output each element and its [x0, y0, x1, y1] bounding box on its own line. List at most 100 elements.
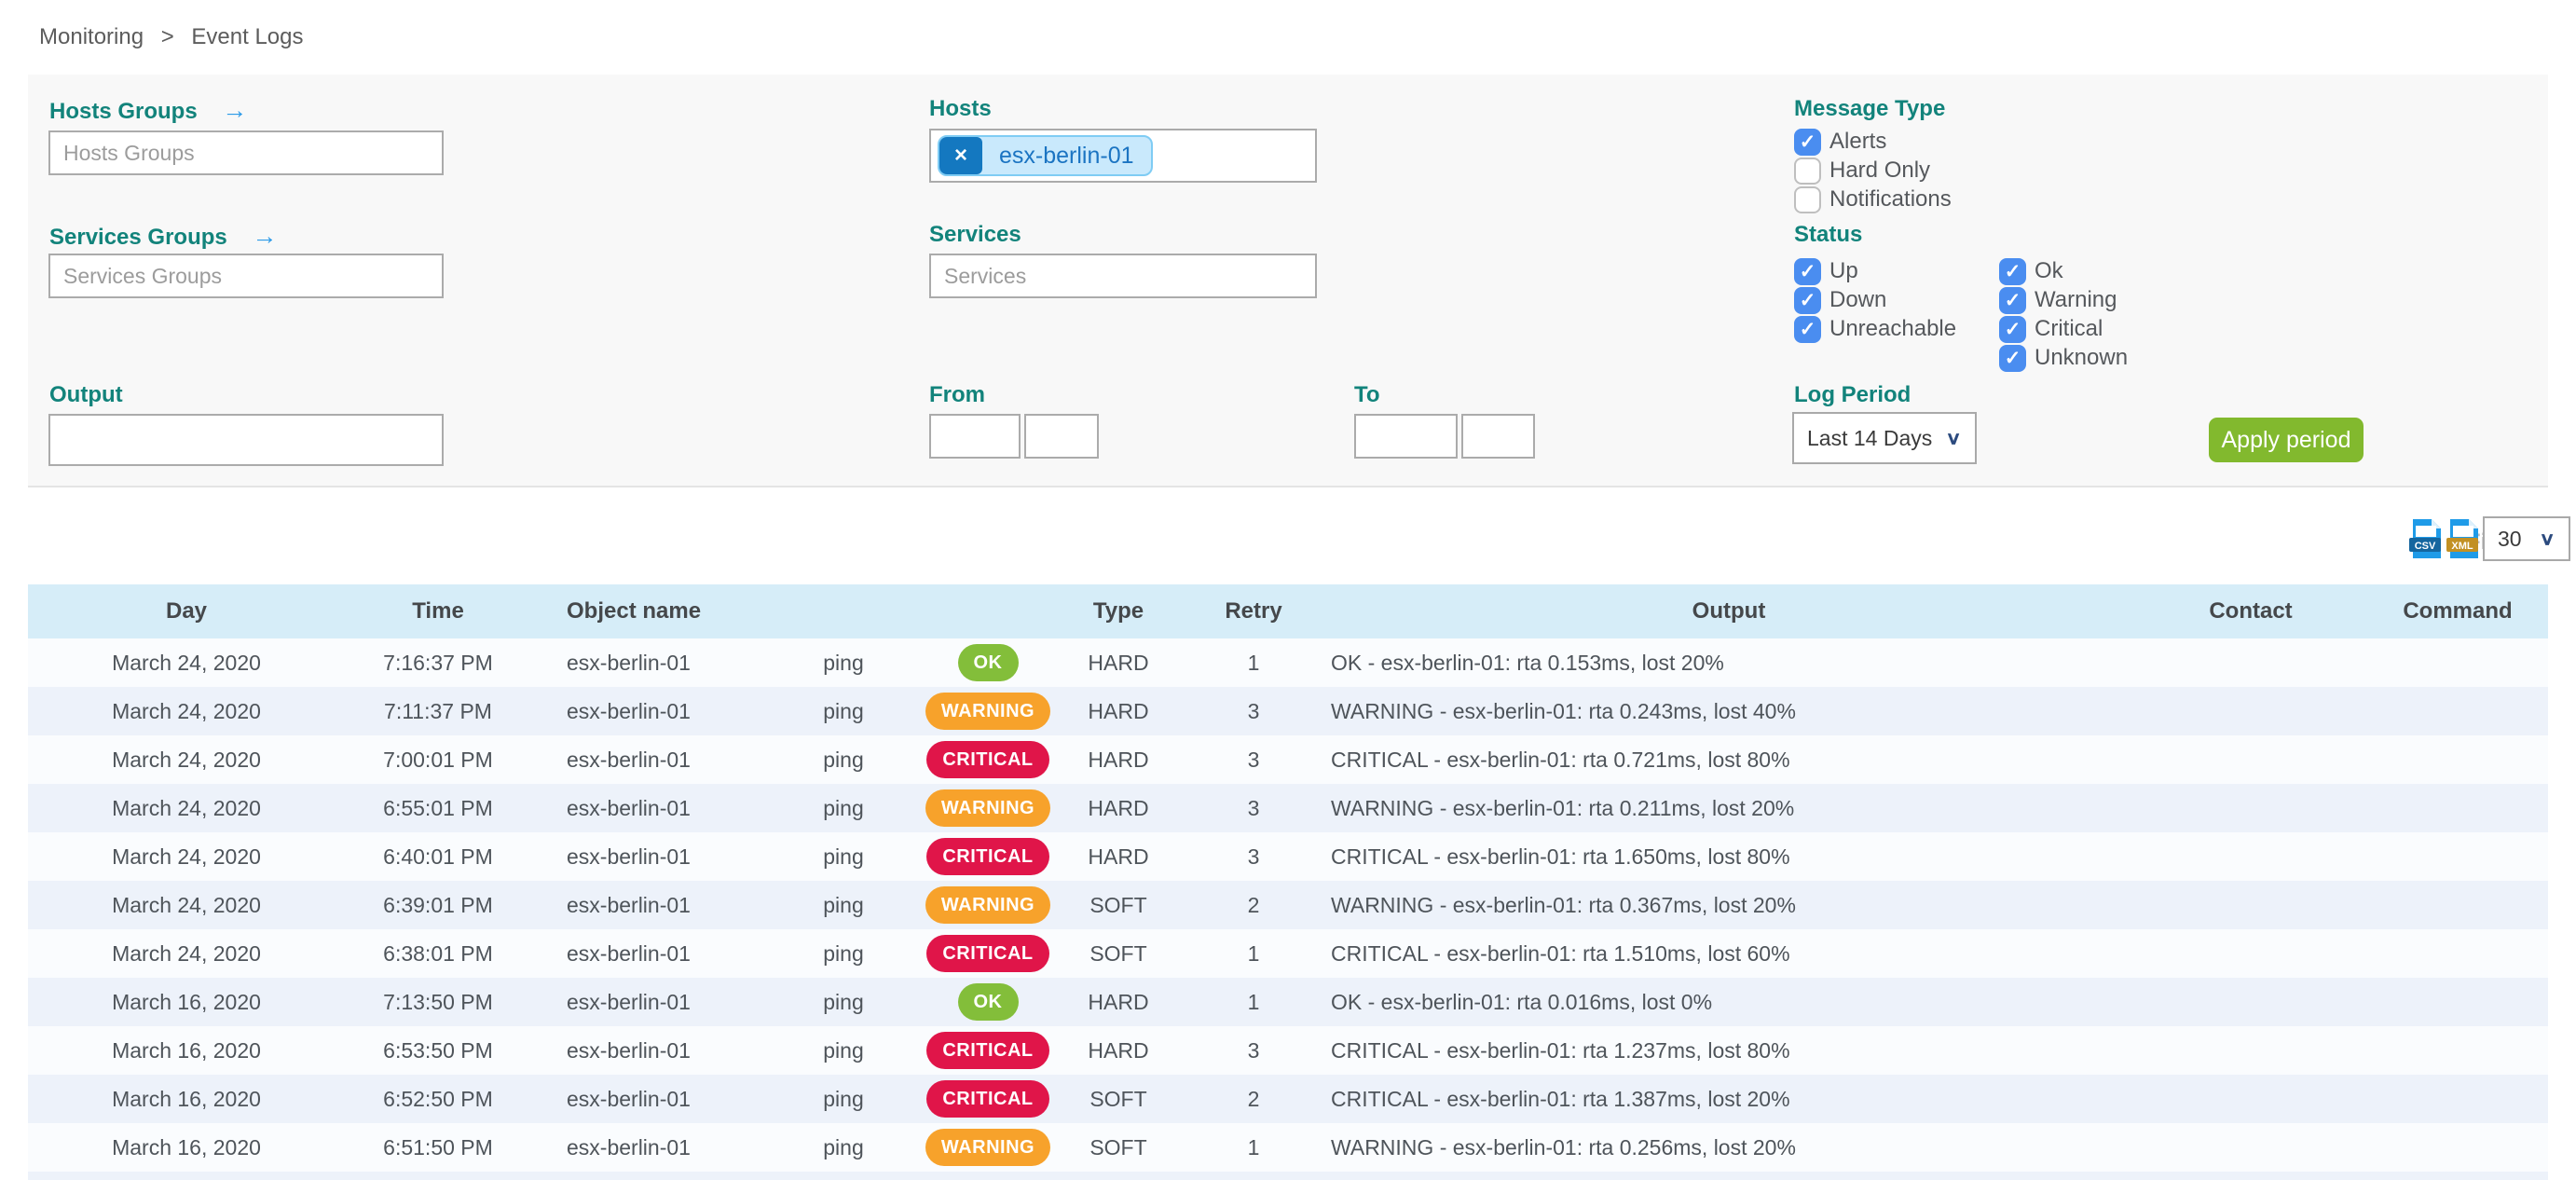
- cell-retry: 1: [1247, 940, 1260, 966]
- cell-time: 7:13:50 PM: [383, 989, 493, 1014]
- table-row: March 16, 2020 7:13:50 PM esx-berlin-01 …: [28, 978, 2548, 1026]
- hosts-groups-input[interactable]: [48, 130, 444, 175]
- checkbox-option[interactable]: Ok: [1999, 257, 2128, 285]
- hosts-label: Hosts: [929, 96, 992, 122]
- column-header-retry[interactable]: Retry: [1225, 598, 1282, 624]
- services-input[interactable]: [929, 254, 1317, 298]
- cell-status: WARNING: [923, 1129, 1053, 1166]
- checkbox-icon[interactable]: [1999, 286, 2026, 314]
- export-xml-icon[interactable]: XML: [2446, 518, 2481, 559]
- checkbox-icon[interactable]: [1794, 185, 1821, 213]
- column-header-contact[interactable]: Contact: [2209, 598, 2293, 624]
- cell-day: March 24, 2020: [112, 650, 261, 675]
- checkbox-icon[interactable]: [1999, 315, 2026, 343]
- cell-output: CRITICAL - esx-berlin-01: rta 1.510ms, l…: [1331, 940, 1790, 966]
- cell-time: 6:55:01 PM: [383, 795, 493, 820]
- cell-service: ping: [823, 698, 864, 723]
- breadcrumb-item-monitoring[interactable]: Monitoring: [39, 24, 144, 49]
- cell-day: March 24, 2020: [112, 747, 261, 772]
- hosts-input[interactable]: × esx-berlin-01: [929, 129, 1317, 183]
- output-input[interactable]: [48, 414, 444, 466]
- chevron-down-icon: ∨: [2539, 528, 2555, 549]
- export-csv-icon[interactable]: CSV: [2408, 518, 2444, 559]
- cell-object-name: esx-berlin-01: [567, 698, 691, 723]
- cell-day: March 24, 2020: [112, 698, 261, 723]
- cell-day: March 16, 2020: [112, 989, 261, 1014]
- checkbox-option[interactable]: Hard Only: [1794, 157, 1952, 185]
- status-label: Status: [1794, 222, 1862, 248]
- table-row: March 16, 2020 6:51:50 PM esx-berlin-01 …: [28, 1123, 2548, 1172]
- cell-service: ping: [823, 892, 864, 917]
- column-header-output[interactable]: Output: [1692, 598, 1766, 624]
- cell-day: March 16, 2020: [112, 1086, 261, 1111]
- checkbox-option[interactable]: Notifications: [1794, 185, 1952, 213]
- checkbox-label: Warning: [2035, 287, 2117, 312]
- to-time-input[interactable]: [1461, 414, 1535, 459]
- checkbox-icon[interactable]: [1794, 315, 1821, 343]
- cell-retry: 2: [1247, 892, 1260, 917]
- checkbox-icon[interactable]: [1794, 128, 1821, 156]
- status-badge: CRITICAL: [926, 1080, 1049, 1118]
- checkbox-label: Unknown: [2035, 345, 2129, 370]
- cell-retry: 2: [1247, 1086, 1260, 1111]
- host-chip-remove-icon[interactable]: ×: [939, 137, 982, 174]
- breadcrumb-item-event-logs[interactable]: Event Logs: [191, 24, 304, 49]
- checkbox-icon[interactable]: [1999, 257, 2026, 285]
- cell-status: CRITICAL: [923, 1080, 1053, 1118]
- to-date-input[interactable]: [1354, 414, 1458, 459]
- from-time-input[interactable]: [1024, 414, 1099, 459]
- cell-day: March 24, 2020: [112, 892, 261, 917]
- checkbox-icon[interactable]: [1794, 286, 1821, 314]
- checkbox-option[interactable]: Alerts: [1794, 128, 1952, 156]
- column-header-command[interactable]: Command: [2403, 598, 2513, 624]
- checkbox-option[interactable]: Unreachable: [1794, 315, 1956, 343]
- log-period-select[interactable]: Last 14 Days ∨: [1792, 412, 1977, 464]
- services-groups-arrow-icon[interactable]: →: [252, 222, 278, 250]
- checkbox-icon[interactable]: [1794, 257, 1821, 285]
- cell-time: 6:53:50 PM: [383, 1037, 493, 1063]
- checkbox-option[interactable]: Warning: [1999, 286, 2128, 314]
- status-host-options: Up Down Unreachable: [1794, 257, 1956, 344]
- to-label-text: To: [1354, 382, 1380, 407]
- output-label-text: Output: [49, 382, 123, 407]
- chevron-down-icon: ∨: [1945, 428, 1962, 448]
- hosts-groups-arrow-icon[interactable]: →: [222, 96, 248, 124]
- column-header-time[interactable]: Time: [412, 598, 464, 624]
- column-header-object-name[interactable]: Object name: [567, 598, 702, 624]
- checkbox-label: Notifications: [1829, 186, 1952, 212]
- hosts-groups-label-text: Hosts Groups: [49, 99, 198, 124]
- cell-type: HARD: [1088, 747, 1149, 772]
- cell-status: OK: [923, 983, 1053, 1021]
- cell-service: ping: [823, 989, 864, 1014]
- checkbox-option[interactable]: Unknown: [1999, 344, 2128, 372]
- services-groups-input[interactable]: [48, 254, 444, 298]
- cell-type: HARD: [1088, 698, 1149, 723]
- checkbox-option[interactable]: Down: [1794, 286, 1956, 314]
- checkbox-option[interactable]: Up: [1794, 257, 1956, 285]
- cell-status: CRITICAL: [923, 741, 1053, 778]
- cell-output: CRITICAL - esx-berlin-01: rta 1.650ms, l…: [1331, 844, 1790, 869]
- cell-time: 6:39:01 PM: [383, 892, 493, 917]
- column-header-type[interactable]: Type: [1092, 598, 1144, 624]
- checkbox-option[interactable]: Critical: [1999, 315, 2128, 343]
- event-log-table: Day Time Object name Type Retry Output C…: [28, 584, 2548, 1180]
- apply-period-button[interactable]: Apply period: [2209, 418, 2364, 462]
- page-size-select[interactable]: 30 ∨: [2483, 516, 2570, 561]
- cell-type: HARD: [1088, 844, 1149, 869]
- cell-service: ping: [823, 795, 864, 820]
- cell-service: ping: [823, 747, 864, 772]
- cell-type: SOFT: [1089, 1086, 1147, 1111]
- services-label-text: Services: [929, 222, 1021, 247]
- host-chip-label: esx-berlin-01: [999, 142, 1134, 169]
- column-header-day[interactable]: Day: [165, 598, 208, 624]
- cell-object-name: esx-berlin-01: [567, 795, 691, 820]
- table-body: March 24, 2020 7:16:37 PM esx-berlin-01 …: [28, 638, 2548, 1172]
- from-date-input[interactable]: [929, 414, 1021, 459]
- checkbox-icon[interactable]: [1794, 157, 1821, 185]
- cell-retry: 1: [1247, 650, 1260, 675]
- cell-time: 7:11:37 PM: [384, 698, 492, 723]
- cell-type: SOFT: [1089, 892, 1147, 917]
- status-badge: WARNING: [925, 1129, 1051, 1166]
- checkbox-icon[interactable]: [1999, 344, 2026, 372]
- cell-output: WARNING - esx-berlin-01: rta 0.243ms, lo…: [1331, 698, 1796, 723]
